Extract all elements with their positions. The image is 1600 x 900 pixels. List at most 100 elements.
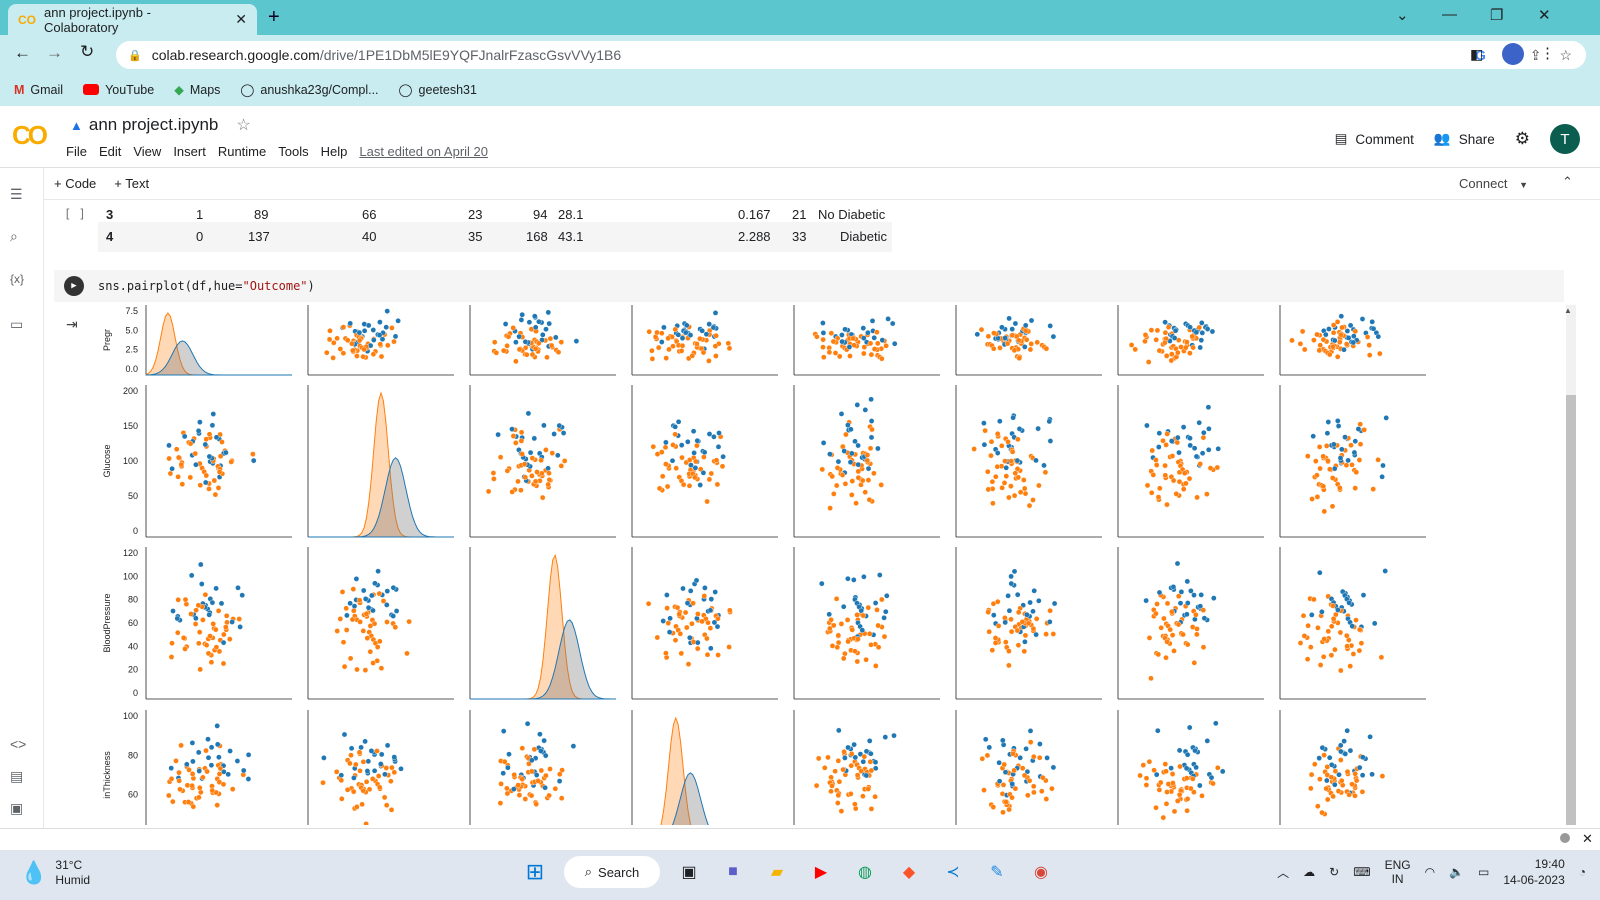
menu-tools[interactable]: Tools — [278, 144, 309, 159]
scatter-point — [327, 327, 333, 334]
star-icon[interactable]: ☆ — [236, 117, 251, 134]
reload-icon[interactable]: ↻ — [80, 42, 95, 61]
colab-logo[interactable]: CO — [12, 120, 48, 150]
menu-view[interactable]: View — [133, 144, 162, 159]
wifi-icon[interactable]: ◠ — [1424, 865, 1436, 879]
comment-button[interactable]: ▤ Comment — [1334, 131, 1414, 147]
scatter-point — [1009, 794, 1015, 801]
task-view-icon[interactable]: ▣ — [681, 864, 697, 881]
menu-insert[interactable]: Insert — [173, 144, 206, 159]
teams-icon[interactable]: ■ — [728, 863, 738, 880]
scatter-point — [840, 766, 846, 773]
scatter-point — [521, 461, 528, 467]
browser-tab[interactable]: CO ann project.ipynb - Colaboratory ✕ — [8, 4, 257, 35]
search-icon[interactable]: ⌕ — [10, 228, 18, 244]
close-status-icon[interactable]: ✕ — [1582, 831, 1593, 846]
side-panel-icon[interactable]: ◧ — [1470, 46, 1484, 62]
file-explorer-icon[interactable]: ▰ — [770, 864, 784, 881]
variables-icon[interactable]: {x} — [10, 272, 25, 286]
keyboard-icon[interactable]: ⌨ — [1353, 865, 1371, 879]
volume-icon[interactable]: 🔈 — [1449, 865, 1465, 879]
share-button[interactable]: 👥 Share — [1433, 131, 1495, 147]
bookmark-star-icon[interactable]: ☆ — [1559, 46, 1572, 63]
profile-avatar[interactable] — [1502, 43, 1524, 65]
output-scrollbar-thumb[interactable] — [1566, 395, 1576, 825]
scatter-point — [1193, 329, 1200, 336]
add-text-button[interactable]: + Text — [114, 176, 150, 191]
chrome-icon[interactable]: ◉ — [1034, 864, 1048, 881]
bookmark-github-geetesh[interactable]: ◯ geetesh31 — [398, 82, 477, 98]
weather-widget[interactable]: 💧 31°C Humid — [20, 858, 91, 887]
scatter-point — [207, 633, 213, 639]
scatter-point — [865, 329, 871, 336]
scatter-point — [819, 466, 826, 473]
share-page-icon[interactable]: ⇪ — [1529, 46, 1542, 63]
scatter-point — [1181, 470, 1188, 476]
code-snippets-icon[interactable]: <> — [10, 736, 27, 752]
settings-gear-icon[interactable]: ⚙ — [1514, 129, 1530, 148]
bookmark-gmail[interactable]: M Gmail — [14, 82, 64, 97]
tab-search-icon[interactable]: ⌄ — [1396, 7, 1409, 24]
terminal-icon[interactable]: ▣ — [10, 800, 24, 816]
scatter-point — [826, 349, 833, 356]
chrome-menu-icon[interactable]: ⋮ — [1540, 45, 1555, 62]
windows-start-icon[interactable]: ⊞ — [525, 859, 545, 884]
bookmark-maps[interactable]: ◆ Maps — [174, 82, 221, 98]
youtube-app-icon[interactable]: ▶ — [814, 864, 828, 881]
collapse-header-icon[interactable]: ⌃ — [1562, 174, 1573, 189]
scatter-point — [1199, 330, 1206, 336]
window-close-icon[interactable]: ✕ — [1538, 7, 1551, 24]
scatter-point — [491, 339, 498, 346]
onedrive-icon[interactable]: ☁ — [1303, 865, 1316, 879]
vscode-icon[interactable]: ≺ — [946, 864, 960, 881]
taskbar-search[interactable]: ⌕ Search — [564, 856, 660, 888]
scatter-point — [1149, 447, 1155, 454]
tick-label: 60 — [128, 790, 138, 800]
brave-icon[interactable]: ◆ — [902, 864, 916, 881]
scatter-point — [519, 776, 526, 782]
notifications-icon[interactable]: ◔ — [1578, 865, 1586, 879]
command-palette-icon[interactable]: ▤ — [10, 768, 24, 784]
forward-icon[interactable]: → — [46, 43, 63, 62]
restore-icon[interactable]: ❐ — [1490, 7, 1504, 24]
scatter-point — [1357, 421, 1363, 427]
run-cell-button[interactable]: ▶ — [64, 276, 84, 296]
minimize-icon[interactable]: — — [1442, 6, 1457, 23]
notebook-title[interactable]: ▲ ann project.ipynb ☆ — [70, 115, 251, 134]
menu-runtime[interactable]: Runtime — [217, 144, 267, 159]
url-bar[interactable]: 🔒 colab.research.google.com /drive/1PE1D… — [116, 41, 1586, 69]
language-indicator[interactable]: ENG IN — [1384, 858, 1411, 886]
bookmark-github-anushka[interactable]: ◯ anushka23g/Compl... — [240, 82, 379, 98]
files-folder-icon[interactable]: ▭ — [10, 316, 24, 332]
menu-edit[interactable]: Edit — [98, 144, 122, 159]
scatter-point — [1336, 771, 1342, 778]
scatter-point — [1304, 656, 1311, 663]
clock[interactable]: 19:40 14-06-2023 — [1503, 857, 1565, 887]
tray-chevron-icon[interactable]: ︿ — [1277, 865, 1290, 880]
tick-label: 7.5 — [125, 306, 138, 316]
table-of-contents-icon[interactable]: ☰ — [10, 186, 23, 202]
code-cell[interactable]: ▶ sns.pairplot(df,hue="Outcome") — [54, 270, 1564, 302]
tick-label: 80 — [128, 750, 138, 760]
cell-execution-prompt[interactable]: [ ] — [64, 207, 86, 221]
bookmark-youtube[interactable]: YouTube — [83, 83, 154, 97]
menu-help[interactable]: Help — [320, 144, 348, 159]
scatter-point — [820, 320, 826, 326]
add-code-button[interactable]: + Code — [54, 176, 97, 191]
back-icon[interactable]: ← — [14, 43, 31, 62]
edge-icon[interactable]: ◍ — [858, 864, 872, 881]
scroll-up-icon[interactable]: ▲ — [1564, 306, 1572, 315]
menu-file[interactable]: File — [66, 144, 87, 159]
sync-icon[interactable]: ↻ — [1329, 865, 1340, 879]
google-icon[interactable]: G — [1474, 46, 1486, 63]
battery-icon[interactable]: ▭ — [1478, 865, 1490, 879]
user-avatar[interactable]: T — [1550, 124, 1580, 154]
last-edited-link[interactable]: Last edited on April 20 — [359, 144, 489, 159]
connect-button[interactable]: Connect ▼ — [1459, 176, 1528, 191]
new-tab-button[interactable]: + — [268, 6, 280, 28]
paint-icon[interactable]: ✎ — [990, 864, 1004, 881]
scatter-point — [1184, 807, 1190, 814]
output-actions-icon[interactable]: ⇥ — [66, 316, 78, 332]
scatter-point — [1323, 443, 1330, 449]
close-tab-icon[interactable]: ✕ — [235, 11, 247, 27]
